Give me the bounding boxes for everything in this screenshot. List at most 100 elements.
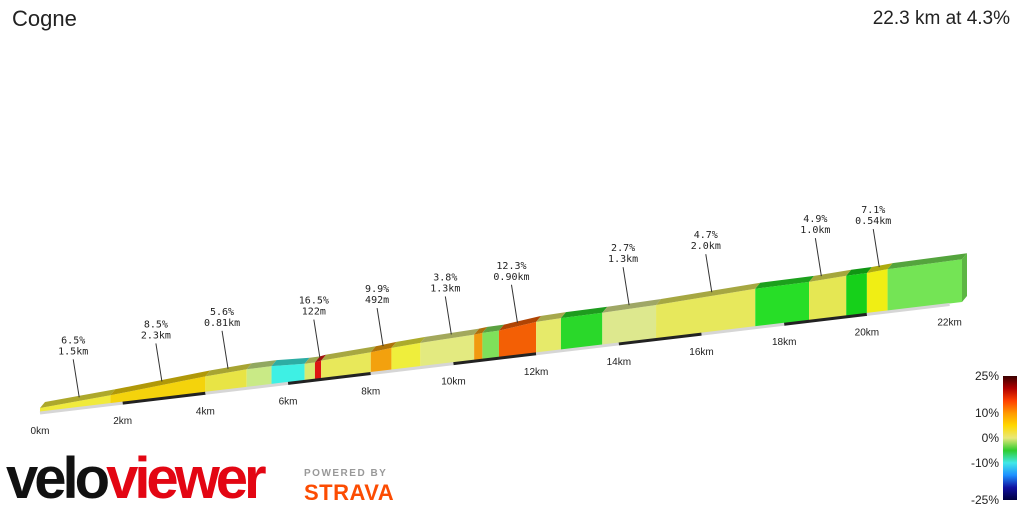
profile-segment-top (602, 299, 662, 313)
profile-segment (271, 363, 305, 385)
distance-axis-band (39, 401, 123, 415)
annotation-grade: 5.6% (210, 307, 234, 318)
distance-tick-label: 2km (113, 416, 132, 427)
route-summary: 22.3 km at 4.3% (872, 8, 1010, 29)
annotation-leader (510, 284, 518, 323)
strava-logo: STRAVA (304, 480, 395, 505)
profile-segment-top (560, 306, 608, 319)
distance-axis-band (287, 372, 371, 385)
distance-tick-label: 6km (279, 396, 298, 407)
profile-segment (498, 321, 537, 358)
distance-tick-label: 10km (441, 377, 465, 388)
annotation-grade: 7.1% (861, 205, 885, 216)
profile-segment-top (246, 360, 277, 370)
profile-segment-top (271, 357, 310, 367)
profile-segment (887, 259, 962, 311)
annotation-length: 0.81km (204, 318, 240, 329)
annotation-leader (221, 330, 229, 369)
profile-segment-top (809, 269, 852, 282)
profile-segment-top (866, 263, 893, 274)
profile-segment-top (536, 312, 566, 322)
annotation-leader (622, 267, 630, 306)
profile-segment (656, 288, 756, 339)
profile-segment-top (482, 324, 504, 333)
profile-segment (40, 395, 111, 412)
annotation-leader (872, 229, 880, 268)
distance-tick-label: 4km (196, 406, 215, 417)
annotation-grade: 9.9% (365, 284, 389, 295)
distance-tick-label: 16km (689, 347, 713, 358)
distance-tick-label: 12km (524, 367, 548, 378)
annotation-length: 0.54km (855, 216, 891, 227)
distance-tick-label: 18km (772, 337, 796, 348)
annotation-length: 1.3km (430, 283, 460, 294)
annotation-length: 2.3km (141, 330, 171, 341)
annotation-grade: 2.7% (611, 243, 635, 254)
annotation-length: 122m (302, 307, 326, 318)
annotation-leader (313, 319, 321, 358)
annotation-grade: 12.3% (496, 261, 526, 272)
profile-segment (482, 330, 499, 360)
annotation-leader (814, 238, 822, 277)
distance-tick-label: 0km (31, 426, 50, 437)
profile-segments (40, 253, 967, 412)
annotation-leader (72, 359, 80, 398)
profile-segment-top (391, 336, 426, 348)
profile-segment (474, 332, 483, 361)
distance-tick-label: 8km (361, 387, 380, 398)
profile-segment-top (887, 253, 967, 270)
profile-segment-top (205, 363, 252, 377)
annotation-length: 1.3km (608, 254, 638, 265)
distance-axis-band (784, 312, 868, 326)
grade-annotations: 6.5%1.5km 8.5%2.3km 5.6%0.81km 16.5%122m 9.9… (58, 205, 891, 398)
profile-segment (846, 273, 867, 316)
annotation-length: 1.5km (58, 346, 88, 357)
annotation-grade: 6.5% (61, 335, 85, 346)
profile-segment (246, 366, 272, 388)
profile-segment-top (304, 356, 320, 364)
annotation-leader (376, 307, 384, 347)
distance-axis-band (535, 342, 620, 356)
annotation-grade: 8.5% (144, 319, 168, 330)
profile-segment-top (846, 267, 872, 276)
profile-segment (560, 312, 603, 350)
profile-segment (809, 275, 847, 321)
legend-label: 0% (982, 431, 1000, 445)
profile-segment (866, 269, 888, 314)
annotation-length: 2.0km (691, 241, 721, 252)
veloviewer-logo: veloviewer (6, 446, 267, 511)
annotation-grade: 4.9% (803, 214, 827, 225)
distance-tick-label: 20km (855, 327, 879, 338)
profile-segment-top (755, 275, 815, 289)
profile-segment-top (420, 328, 480, 343)
distance-axis-band (618, 332, 702, 346)
distance-axis-band (866, 302, 950, 316)
legend-label: -10% (971, 456, 999, 470)
distance-tick-label: 14km (607, 357, 631, 368)
profile-segment (755, 281, 810, 327)
profile-segment-top (498, 315, 542, 331)
annotation-leader (155, 343, 163, 382)
profile-segment-top (656, 282, 761, 306)
annotation-length: 1.0km (800, 225, 830, 236)
profile-segment-top (314, 354, 327, 363)
distance-axis-band (205, 381, 289, 395)
annotation-length: 0.90km (493, 272, 529, 283)
profile-segment (314, 360, 322, 380)
distance-axis-band (122, 391, 206, 405)
profile-end-face (962, 253, 967, 302)
legend-label: -25% (971, 493, 999, 507)
distance-tick-label: 22km (937, 317, 961, 328)
distance-axis-band (453, 352, 537, 366)
distance-axis-band (370, 362, 454, 376)
profile-segment (536, 318, 561, 353)
profile-segment (304, 362, 315, 381)
annotation-leader (705, 254, 713, 293)
legend-label: 25% (975, 369, 999, 383)
profile-segment (391, 342, 421, 371)
branding: veloviewer POWERED BY STRAVA (6, 448, 426, 510)
annotation-grade: 3.8% (433, 272, 457, 283)
powered-by-label: POWERED BY (304, 468, 388, 479)
page-title: Cogne (12, 6, 77, 31)
